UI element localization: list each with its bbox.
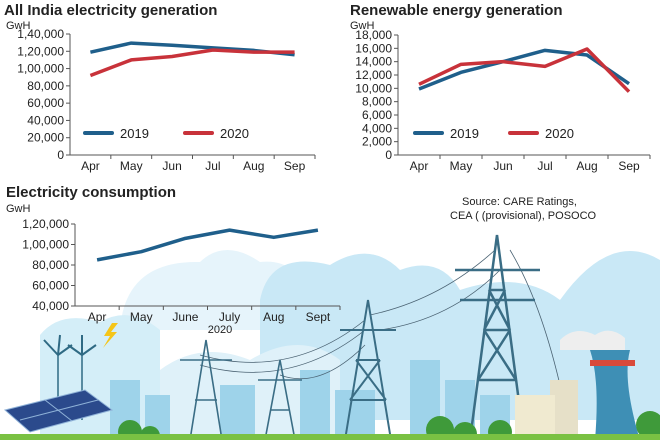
x-tick-label: Aug [243,159,264,173]
legend-label: 2020 [220,126,249,141]
x-tick-label: Jul [537,159,552,173]
x-tick-label: May [120,159,143,173]
series-line-2020 [96,228,319,262]
x-tick-label: July [219,310,240,324]
chart-title: Renewable energy generation [350,2,563,19]
y-tick-label: 0 [385,148,392,162]
y-tick-label: 4,000 [362,121,392,135]
y-tick-label: 10,000 [355,81,392,95]
y-tick-label: 16,000 [355,41,392,55]
wind-turbines [43,334,97,420]
x-tick-label: June [172,310,198,324]
y-tick-label: 1,00,000 [22,238,69,252]
x-tick-label: Aug [263,310,284,324]
x-tick-label: May [450,159,473,173]
y-tick-label: 18,000 [355,28,392,42]
y-tick-label: 1,00,000 [17,62,64,76]
y-tick-label: 60,000 [27,96,64,110]
source-line-1: Source: CARE Ratings, [462,196,577,208]
y-tick-label: 12,000 [355,68,392,82]
ground [0,434,660,440]
x-tick-label: Jun [493,159,512,173]
chart-generation: All India electricity generation GwH 0 20… [4,2,316,173]
series-line-2020 [89,48,295,78]
solar-panel [3,389,114,433]
x-tick-label: Jul [205,159,220,173]
y-tick-label: 60,000 [32,279,69,293]
y-tick-label: 1,20,000 [22,217,69,231]
pylon-large [455,234,540,440]
x-tick-label: Apr [88,310,107,324]
y-tick-label: 14,000 [355,55,392,69]
y-tick-label: 6,000 [362,108,392,122]
y-tick-label: 80,000 [27,79,64,93]
x-tick-label: Apr [410,159,429,173]
y-tick-label: 2,000 [362,135,392,149]
x-tick-label: Apr [81,159,100,173]
y-tick-label: 40,000 [32,299,69,313]
source-line-2: CEA ( (provisional), POSOCO [450,210,597,222]
y-tick-label: 40,000 [27,113,64,127]
pylon-small [180,339,302,440]
chart-title: All India electricity generation [4,2,217,19]
lightning-icon [103,323,118,348]
pylon-medium [340,299,396,440]
x-tick-label: Jun [162,159,181,173]
chart-renewable: Renewable energy generation GwH 02,0004,… [350,2,651,173]
y-unit-label: GwH [6,20,31,32]
chart-consumption: Electricity consumption GwH 2020 40,000 6… [6,184,341,336]
cloud [120,250,305,330]
chart-title: Electricity consumption [6,184,176,201]
x-tick-label: Sep [618,159,640,173]
y-tick-label: 80,000 [32,258,69,272]
power-landscape-illustration [0,234,660,440]
y-tick-label: 1,20,000 [17,44,64,58]
y-tick-label: 8,000 [362,95,392,109]
power-plant [515,330,640,440]
y-tick-label: 0 [57,148,64,162]
legend-label: 2019 [120,126,149,141]
legend-label: 2020 [545,126,574,141]
series-line-2020 [418,47,631,93]
x-axis-label: 2020 [208,324,232,336]
y-unit-label: GwH [6,203,31,215]
x-tick-label: Aug [576,159,597,173]
cloud [260,251,660,420]
y-tick-label: 1,40,000 [17,27,64,41]
series-line-2019 [418,48,630,91]
x-tick-label: May [130,310,153,324]
y-tick-label: 20,000 [27,131,64,145]
legend-label: 2019 [450,126,479,141]
x-tick-label: Sept [306,310,331,324]
x-tick-label: Sep [284,159,306,173]
y-unit-label: GwH [350,20,375,32]
